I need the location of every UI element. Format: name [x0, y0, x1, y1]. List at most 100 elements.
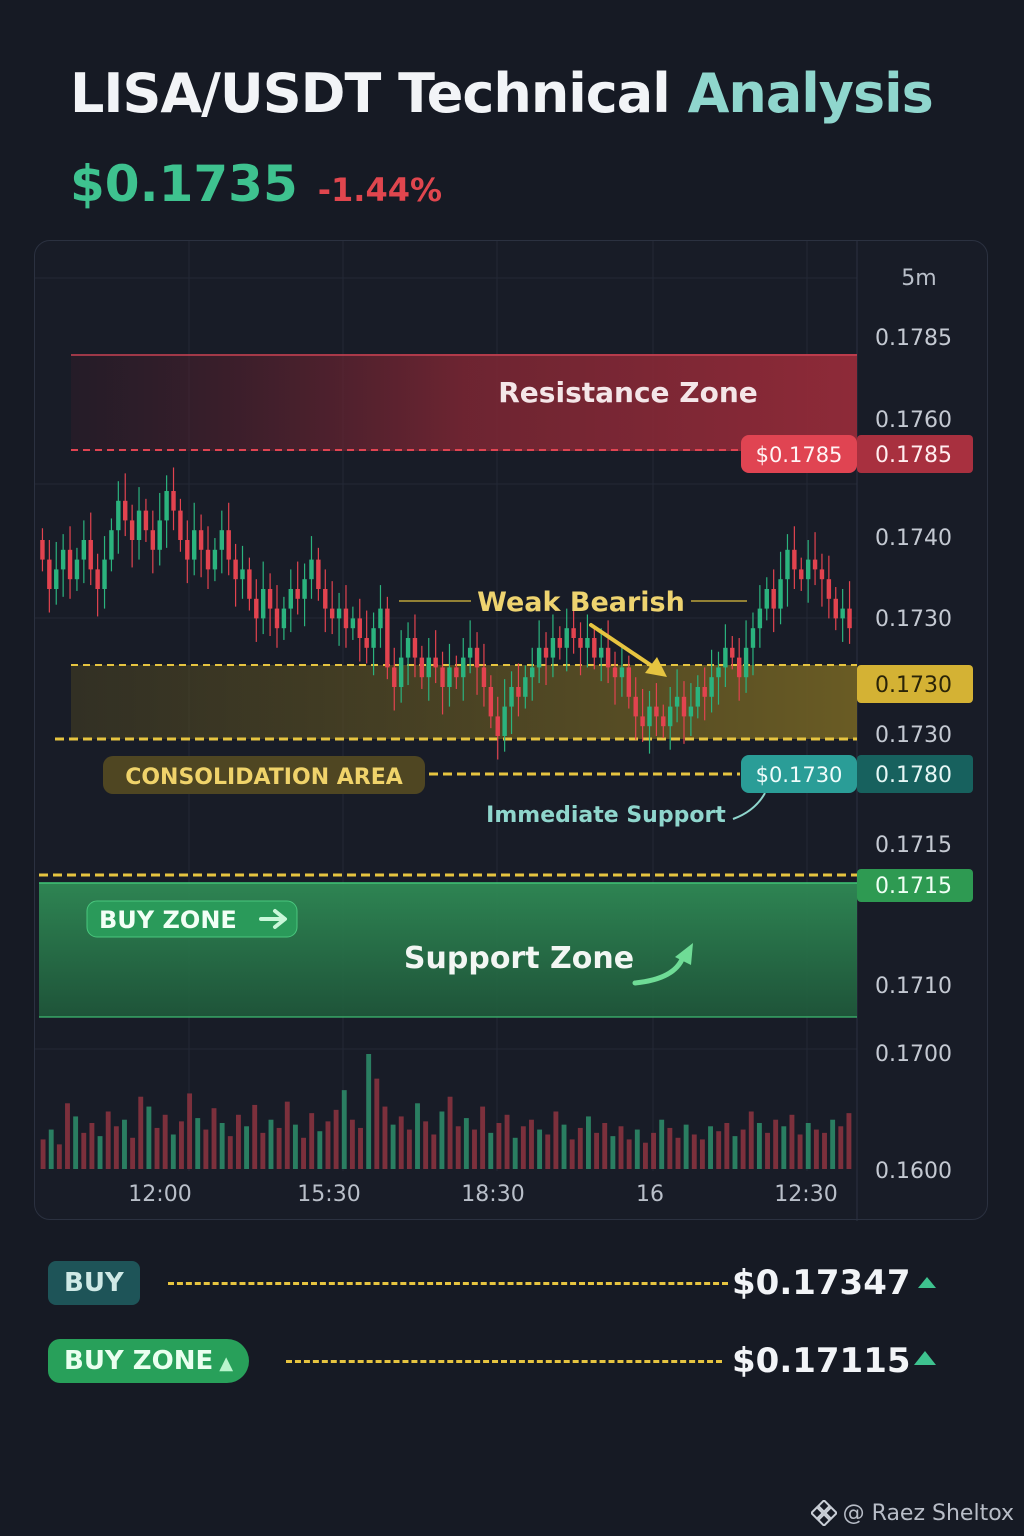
candle-body: [419, 657, 425, 678]
immediate-support-curve-icon: [732, 792, 766, 820]
volume-bar: [187, 1093, 193, 1169]
volume-bar: [398, 1116, 404, 1169]
candle-body: [233, 559, 238, 580]
candle-body: [267, 589, 273, 609]
volume-bar: [651, 1132, 657, 1169]
y-tick: 0.1700: [875, 1042, 952, 1067]
candle-body: [847, 608, 852, 629]
volume-bar: [252, 1104, 258, 1169]
candle-body: [350, 618, 356, 629]
candle-body: [260, 589, 266, 619]
support-up-arrow-icon: [632, 943, 693, 986]
volume-bar: [529, 1119, 534, 1169]
volume-bar: [235, 1114, 241, 1169]
candle-body: [640, 716, 645, 727]
chart-card[interactable]: Resistance Zone Support Zone CONSOLIDATI…: [34, 240, 989, 1221]
volume-bar: [683, 1124, 689, 1169]
price-chart[interactable]: Resistance Zone Support Zone CONSOLIDATI…: [35, 241, 989, 1221]
price-row: $0.1735 -1.44%: [70, 155, 442, 213]
candle-body: [578, 638, 583, 648]
title-main: LISA/USDT Technical: [70, 62, 671, 125]
volume-bar: [406, 1129, 412, 1169]
buy-badge[interactable]: BUY: [48, 1261, 140, 1305]
volume-bar: [748, 1111, 754, 1169]
candle-body: [102, 559, 107, 589]
candle-body: [336, 608, 342, 619]
candle-body: [661, 716, 666, 727]
volume-bar: [797, 1134, 803, 1169]
candle-body: [60, 549, 66, 570]
candle-body: [736, 657, 742, 678]
candle-body: [709, 677, 714, 697]
candle-body: [536, 647, 542, 668]
volume-bar: [276, 1127, 282, 1169]
candle-body: [523, 677, 528, 697]
volume-bar: [301, 1137, 306, 1169]
volume-bar: [813, 1129, 819, 1169]
candle-body: [240, 569, 245, 580]
volume-bar: [423, 1121, 429, 1169]
author-credit: @ Raez Sheltox: [810, 1500, 1014, 1526]
volume-bar: [642, 1142, 648, 1169]
candle-body: [474, 647, 480, 668]
buy-zone-badge[interactable]: BUY ZONE ▲: [48, 1339, 250, 1383]
volume-bar: [56, 1144, 62, 1169]
x-tick: 12:30: [774, 1182, 837, 1207]
candle-body: [605, 647, 611, 668]
volume-bar: [162, 1114, 168, 1169]
candle-body: [799, 569, 804, 580]
volume-bar: [154, 1127, 160, 1169]
y-tick: 0.1785: [875, 326, 952, 351]
candle-body: [54, 569, 59, 589]
volume-bar: [447, 1096, 453, 1169]
y-tick: 0.1715: [875, 833, 952, 858]
candle-body: [619, 667, 625, 678]
volume-bar: [675, 1137, 681, 1169]
candle-body: [695, 687, 700, 707]
axis-badge-buy-zone: 0.1715: [857, 869, 973, 902]
volume-bar: [81, 1132, 87, 1169]
consolidation-area-label: CONSOLIDATION AREA: [125, 765, 403, 790]
page-title: LISA/USDT Technical Analysis: [70, 62, 934, 125]
x-tick: 12:00: [128, 1182, 191, 1207]
volume-bar: [618, 1126, 624, 1169]
immediate-support-label: Immediate Support: [486, 803, 726, 828]
right-arrow-icon: [259, 909, 287, 929]
candle-body: [316, 559, 321, 589]
candle-body: [543, 647, 549, 658]
y-axis-labels: 0.1785 0.1760 0.1740 0.1730 0.1730 0.171…: [875, 326, 952, 1184]
volume-bar: [610, 1136, 616, 1169]
buy-price-value: $0.17347: [732, 1263, 911, 1303]
candle-body: [681, 696, 687, 717]
timeframe-label[interactable]: 5m: [901, 266, 936, 291]
volume-bar: [708, 1126, 713, 1169]
candle-body: [74, 559, 80, 580]
volume-bar: [545, 1134, 551, 1169]
volume-bar: [97, 1136, 103, 1169]
candle-body: [488, 687, 494, 717]
buy-zone-chart-label: BUY ZONE: [99, 906, 237, 934]
candle-body: [426, 657, 431, 678]
x-tick: 16: [636, 1182, 664, 1207]
candle-body: [129, 520, 135, 540]
y-tick: 0.1760: [875, 408, 952, 433]
up-arrow-icon: ▲: [219, 1353, 234, 1374]
candle-body: [654, 706, 659, 717]
candle-body: [164, 491, 169, 521]
candle-body: [667, 706, 673, 727]
candle-body: [833, 598, 838, 619]
candle-body: [750, 628, 756, 648]
candle-body: [771, 589, 776, 609]
candle-body: [171, 491, 176, 511]
consolidation-area-pill: CONSOLIDATION AREA: [103, 756, 425, 794]
candle-body: [440, 667, 445, 687]
volume-bar: [765, 1132, 770, 1169]
volume-bar: [594, 1132, 600, 1169]
volume-bar: [553, 1111, 559, 1169]
axis-badge-support-label: 0.1780: [875, 763, 952, 788]
volume-bar: [781, 1126, 787, 1169]
volume-bar: [268, 1119, 274, 1169]
buy-zone-chart-pill: BUY ZONE: [86, 900, 298, 938]
volume-bar: [65, 1103, 70, 1169]
signal-row-buy-zone: BUY ZONE ▲ $0.17115: [48, 1339, 968, 1383]
